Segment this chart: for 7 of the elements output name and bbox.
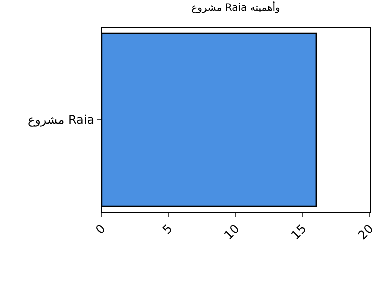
x-tick-label: 15 xyxy=(288,222,310,243)
x-tick-label: 20 xyxy=(356,222,376,243)
chart-title: مشروع Raia وأهميته xyxy=(192,1,281,14)
x-tick-label: 5 xyxy=(160,222,176,238)
x-tick-label: 10 xyxy=(222,222,242,243)
y-tick-label: مشروع Raia xyxy=(28,113,95,128)
x-tick-label: 0 xyxy=(93,222,108,238)
